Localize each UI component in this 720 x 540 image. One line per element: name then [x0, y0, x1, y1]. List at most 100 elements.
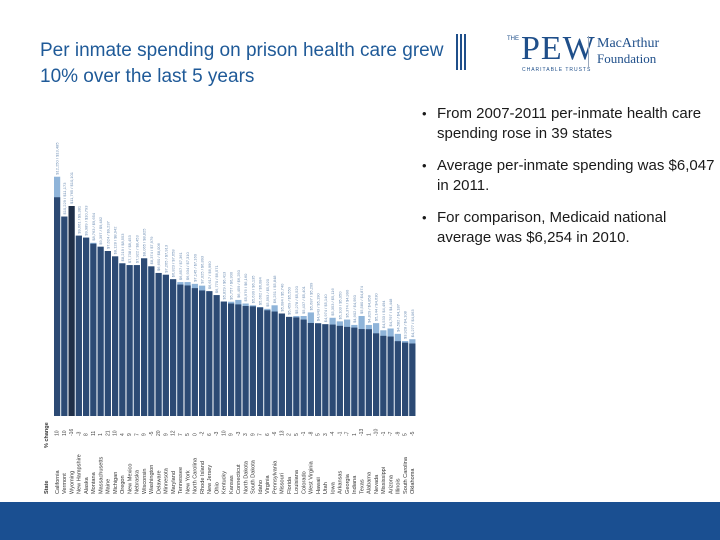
value-label: $8,219 / $8,553 — [120, 233, 125, 262]
value-label: $5,976 / $6,160 — [243, 273, 248, 302]
pct-change-value: 9 — [163, 433, 169, 436]
pct-change-value: 6 — [265, 433, 271, 436]
value-label: $4,943 / $5,190 — [316, 293, 321, 322]
pct-change-value: -7 — [388, 431, 394, 436]
bar-2011 — [409, 343, 416, 416]
pct-change-value: 2 — [287, 433, 293, 436]
bar-2011 — [83, 237, 90, 416]
state-label: Delaware — [156, 470, 162, 494]
value-label: $4,974 / $5,140 — [323, 294, 328, 323]
bar-2011 — [293, 317, 300, 416]
pew-wordmark: PEW — [521, 30, 596, 67]
pct-change-value: -1 — [337, 431, 343, 436]
pct-change-value: -7 — [345, 431, 351, 436]
value-label: $5,353 / $5,116 — [330, 288, 335, 316]
value-label: $5,084 / $5,740 — [279, 283, 284, 312]
pct-change-value: 1 — [366, 433, 372, 436]
state-label: Maine — [106, 479, 112, 494]
state-label: Michigan — [113, 472, 119, 494]
value-label: $5,437 / $5,401 — [301, 285, 306, 314]
bar-2011 — [278, 313, 285, 416]
pct-change-value: 3 — [243, 433, 249, 436]
pct-change-value: 5 — [316, 433, 322, 436]
value-label: $10,229 / $11,173 — [62, 182, 67, 215]
bar-2011 — [170, 279, 177, 416]
value-label: $6,251 / $5,848 — [272, 275, 277, 304]
pct-change-value: 10 — [113, 430, 119, 436]
bar-2011 — [61, 216, 68, 416]
pct-change-value: 3 — [323, 433, 329, 436]
value-label: $7,922 / $8,453 — [134, 235, 139, 264]
bar-2011 — [177, 284, 184, 416]
value-label: $6,459 / $6,250 — [236, 269, 241, 298]
state-label: Indiana — [352, 475, 358, 494]
bar-2011 — [380, 335, 387, 416]
bar-2011 — [206, 291, 213, 416]
bar-2011 — [315, 323, 322, 416]
state-label: Kentucky — [222, 471, 228, 494]
pct-change-value: 7 — [258, 433, 264, 436]
bar-2011 — [184, 285, 191, 416]
value-label: $6,650 / $8,006 — [156, 242, 161, 271]
pct-change-value: -16 — [69, 429, 75, 436]
value-label: $6,934 / $7,310 — [185, 251, 190, 280]
state-label: California — [55, 469, 61, 494]
bar-2011 — [97, 246, 104, 416]
spending-bar-chart: State% change$12,250 / $13,48510Californ… — [44, 142, 416, 494]
pct-change-value: 7 — [134, 433, 140, 436]
pct-change-value: 9 — [229, 433, 235, 436]
slide-title: Per inmate spending on prison health car… — [40, 40, 444, 87]
pct-change-value: 9 — [250, 433, 256, 436]
pct-change-value: 5 — [185, 433, 191, 436]
bar-2011 — [112, 256, 119, 416]
pct-change-value: 13 — [279, 430, 285, 436]
bar-2011 — [199, 290, 206, 416]
value-label: $6,857 / $7,361 — [178, 251, 183, 280]
state-label: Rhode Island — [200, 461, 206, 494]
value-label: $7,265 / $7,913 — [163, 244, 168, 273]
state-label: Montana — [91, 471, 97, 494]
state-label: New York — [185, 470, 191, 494]
state-label: Iowa — [330, 481, 336, 494]
value-label: $5,459 / $5,550 — [287, 286, 292, 315]
bar-2011 — [351, 327, 358, 416]
bar-2011 — [336, 325, 343, 416]
state-label: Arizona — [388, 474, 394, 494]
state-label: Virginia — [265, 475, 271, 494]
value-label: $5,630 / $6,135 — [250, 275, 255, 304]
bar-2011 — [307, 322, 314, 416]
state-label: Florida — [287, 476, 293, 494]
value-label: $9,661 / $9,381 — [76, 205, 81, 234]
bar-2011 — [249, 306, 256, 416]
state-label: Connecticut — [236, 464, 242, 494]
state-label: Nebraska — [135, 469, 141, 494]
pct-change-value: 21 — [105, 430, 111, 436]
logo-divider — [588, 36, 589, 68]
state-label: New Jersey — [207, 465, 213, 494]
bar-2011 — [220, 301, 227, 416]
pct-change-value: 0 — [192, 433, 198, 436]
pct-change-value: -1 — [301, 431, 307, 436]
pct-change-value: 10 — [62, 430, 68, 436]
state-label: Maryland — [171, 471, 177, 494]
value-label: $7,624 / $9,237 — [105, 220, 110, 249]
pct-change-value: 10 — [221, 430, 227, 436]
value-label: $8,374 / $7,979 — [149, 236, 154, 265]
bar-2011 — [344, 326, 351, 416]
bar-2011 — [242, 306, 249, 416]
state-label: Kansas — [229, 475, 235, 494]
value-label: $12,250 / $13,485 — [55, 142, 60, 175]
value-label: $5,687 / $5,209 — [308, 282, 313, 311]
value-label: $5,103 / $5,050 — [337, 291, 342, 320]
pct-change-value: -3 — [236, 431, 242, 436]
pct-change-value: 1 — [98, 433, 104, 436]
bar-2011 — [322, 324, 329, 416]
pct-change-value: 9 — [142, 433, 148, 436]
bullet-item: Average per-inmate spending was $6,047 i… — [420, 156, 716, 196]
state-label: Oregon — [120, 475, 126, 494]
value-label: $5,580 / $4,874 — [359, 285, 364, 314]
value-label: $9,989 / $10,793 — [84, 205, 89, 236]
pct-change-value: 5 — [403, 433, 409, 436]
value-label: $5,662 / $6,084 — [258, 276, 263, 305]
pct-change-value: 8 — [84, 433, 90, 436]
